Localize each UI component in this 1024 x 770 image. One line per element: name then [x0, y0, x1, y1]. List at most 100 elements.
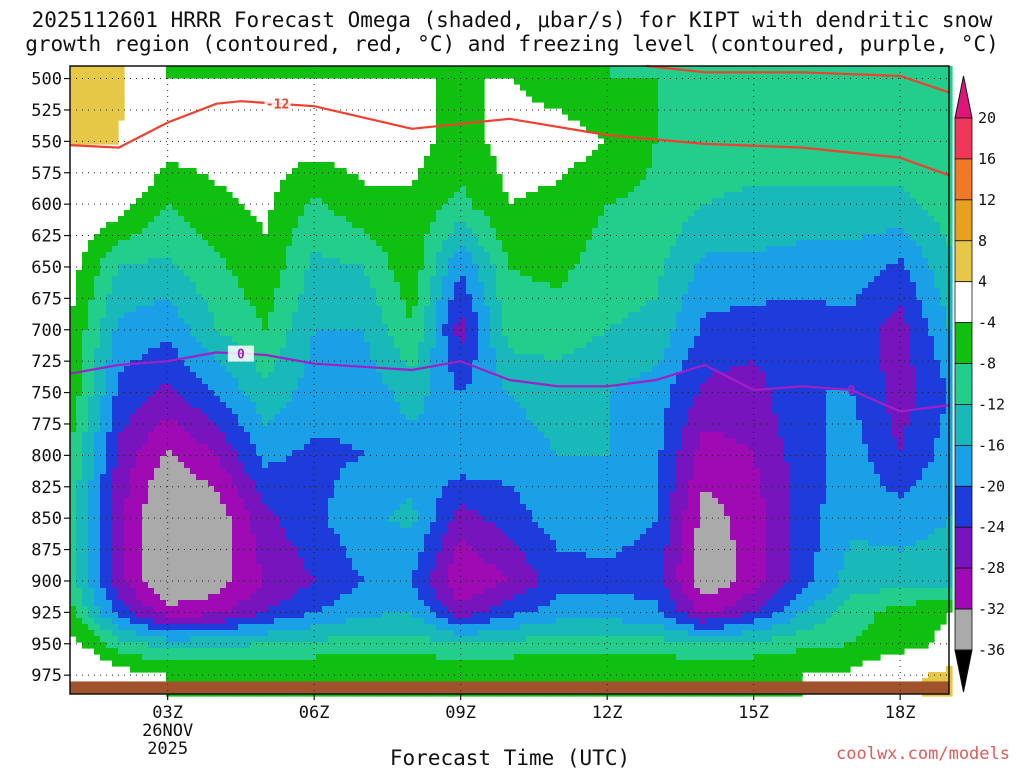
omega-cell	[910, 228, 917, 235]
omega-cell	[670, 318, 677, 325]
omega-cell	[718, 246, 725, 253]
omega-cell	[652, 156, 659, 163]
omega-cell	[838, 114, 845, 121]
omega-cell	[688, 186, 695, 193]
omega-cell	[472, 294, 479, 301]
omega-cell	[544, 192, 551, 199]
omega-cell	[370, 66, 377, 73]
omega-cell	[106, 240, 113, 247]
omega-cell	[562, 222, 569, 229]
omega-cell	[544, 102, 551, 109]
omega-cell	[262, 312, 269, 319]
omega-cell	[124, 306, 131, 313]
omega-cell	[790, 252, 797, 259]
omega-cell	[916, 96, 923, 103]
omega-cell	[544, 228, 551, 235]
omega-cell	[820, 288, 827, 295]
omega-cell	[436, 162, 443, 169]
omega-cell	[616, 66, 623, 73]
omega-cell	[592, 234, 599, 241]
omega-cell	[550, 216, 557, 223]
omega-cell	[886, 114, 893, 121]
omega-cell	[214, 282, 221, 289]
omega-cell	[490, 270, 497, 277]
omega-cell	[826, 72, 833, 79]
omega-cell	[118, 228, 125, 235]
omega-cell	[808, 168, 815, 175]
omega-cell	[808, 132, 815, 139]
omega-cell	[922, 240, 929, 247]
omega-cell	[562, 300, 569, 307]
omega-cell	[160, 276, 167, 283]
omega-cell	[742, 144, 749, 151]
omega-cell	[598, 186, 605, 193]
omega-cell	[118, 114, 125, 121]
omega-cell	[142, 240, 149, 247]
omega-cell	[232, 240, 239, 247]
omega-cell	[304, 318, 311, 325]
omega-cell	[94, 240, 101, 247]
omega-cell	[496, 312, 503, 319]
omega-cell	[850, 228, 857, 235]
omega-cell	[166, 300, 173, 307]
omega-cell	[604, 114, 611, 121]
omega-cell	[184, 294, 191, 301]
omega-cell	[574, 90, 581, 97]
omega-cell	[94, 282, 101, 289]
omega-cell	[484, 288, 491, 295]
omega-cell	[556, 264, 563, 271]
omega-cell	[202, 240, 209, 247]
omega-cell	[802, 270, 809, 277]
omega-cell	[460, 84, 467, 91]
omega-cell	[766, 102, 773, 109]
omega-cell	[322, 168, 329, 175]
omega-cell	[442, 84, 449, 91]
omega-cell	[736, 144, 743, 151]
omega-cell	[670, 90, 677, 97]
omega-cell	[622, 246, 629, 253]
omega-cell	[160, 294, 167, 301]
omega-cell	[418, 270, 425, 277]
omega-cell	[622, 312, 629, 319]
omega-cell	[328, 204, 335, 211]
omega-cell	[922, 108, 929, 115]
omega-cell	[508, 66, 515, 73]
omega-cell	[460, 312, 467, 319]
omega-cell	[442, 96, 449, 103]
omega-cell	[712, 312, 719, 319]
omega-cell	[568, 270, 575, 277]
omega-cell	[178, 192, 185, 199]
omega-cell	[490, 300, 497, 307]
omega-cell	[712, 144, 719, 151]
omega-cell	[772, 222, 779, 229]
omega-cell	[832, 276, 839, 283]
omega-cell	[856, 114, 863, 121]
omega-cell	[496, 270, 503, 277]
omega-cell	[892, 102, 899, 109]
omega-cell	[568, 78, 575, 85]
omega-cell	[286, 228, 293, 235]
omega-cell	[916, 192, 923, 199]
omega-cell	[574, 312, 581, 319]
omega-cell	[508, 276, 515, 283]
omega-cell	[796, 150, 803, 157]
omega-cell	[802, 78, 809, 85]
omega-cell	[862, 300, 869, 307]
omega-cell	[754, 306, 761, 313]
omega-cell	[544, 264, 551, 271]
omega-cell	[490, 288, 497, 295]
omega-cell	[178, 276, 185, 283]
omega-cell	[508, 270, 515, 277]
omega-cell	[658, 90, 665, 97]
omega-cell	[700, 192, 707, 199]
omega-cell	[784, 282, 791, 289]
omega-cell	[292, 66, 299, 73]
omega-cell	[202, 318, 209, 325]
omega-cell	[478, 204, 485, 211]
omega-cell	[580, 192, 587, 199]
omega-cell	[76, 90, 83, 97]
omega-cell	[478, 126, 485, 133]
omega-cell	[124, 210, 131, 217]
omega-cell	[304, 270, 311, 277]
omega-cell	[868, 222, 875, 229]
